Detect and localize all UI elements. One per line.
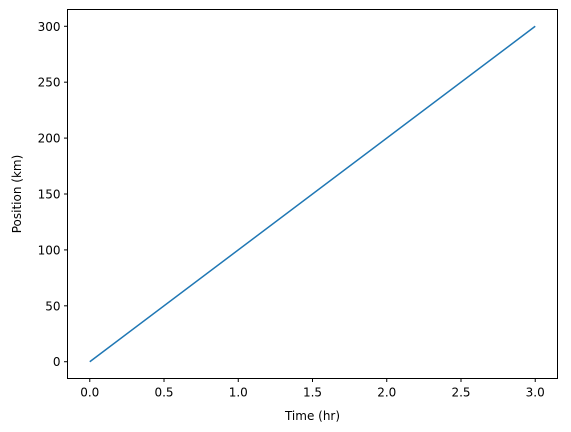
x-tick-label: 1.0 <box>229 386 248 400</box>
y-axis: 0 50 100 150 200 250 300 <box>38 20 68 369</box>
y-tick-label: 100 <box>38 243 61 257</box>
y-tick-label: 0 <box>53 355 61 369</box>
y-axis-label: Position (km) <box>10 155 24 234</box>
y-tick-label: 200 <box>38 132 61 146</box>
x-tick-label: 3.0 <box>526 386 545 400</box>
series-layer <box>89 25 536 363</box>
y-tick-label: 250 <box>38 76 61 90</box>
y-tick-label: 300 <box>38 20 61 34</box>
x-tick-label: 1.5 <box>303 386 322 400</box>
y-tick-label: 150 <box>38 188 61 202</box>
x-tick-label: 0.0 <box>80 386 99 400</box>
x-tick-label: 2.5 <box>451 386 470 400</box>
x-tick-label: 0.5 <box>154 386 173 400</box>
x-axis: 0.0 0.5 1.0 1.5 2.0 2.5 3.0 <box>80 378 545 400</box>
x-tick-label: 2.0 <box>377 386 396 400</box>
y-tick-label: 50 <box>45 299 60 313</box>
series-line-0 <box>89 25 536 363</box>
x-axis-label: Time (hr) <box>284 409 340 423</box>
